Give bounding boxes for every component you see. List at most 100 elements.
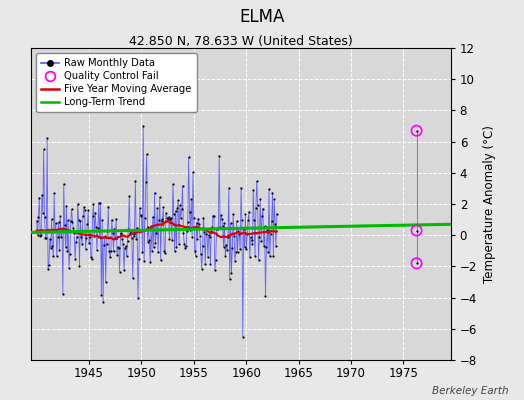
Point xyxy=(155,217,163,224)
Text: ELMA: ELMA xyxy=(239,8,285,26)
Point xyxy=(195,221,203,227)
Point xyxy=(141,179,150,186)
Point xyxy=(177,214,185,221)
Point xyxy=(89,201,97,208)
Point xyxy=(191,253,200,260)
Point xyxy=(214,225,223,232)
Point xyxy=(73,201,82,207)
Point xyxy=(253,178,261,184)
Point xyxy=(159,204,168,211)
Point xyxy=(272,211,281,218)
Point xyxy=(89,213,97,219)
Point xyxy=(261,292,270,299)
Point xyxy=(203,226,211,232)
Point xyxy=(254,202,262,208)
Point xyxy=(98,216,106,223)
Point xyxy=(176,202,184,208)
Point xyxy=(196,250,205,257)
Point xyxy=(238,217,246,224)
Point xyxy=(265,186,273,192)
Point xyxy=(271,221,279,227)
Point xyxy=(270,196,278,202)
Point xyxy=(93,246,101,253)
Point xyxy=(230,233,238,239)
Point xyxy=(233,249,242,255)
Point xyxy=(412,227,421,234)
Point xyxy=(194,215,202,222)
Point xyxy=(222,241,231,248)
Point xyxy=(117,230,126,237)
Point xyxy=(110,226,118,232)
Point xyxy=(264,248,272,255)
Point xyxy=(246,234,255,240)
Point xyxy=(241,244,249,250)
Point xyxy=(58,228,66,234)
Point xyxy=(128,235,136,241)
Point xyxy=(110,248,118,255)
Point xyxy=(412,128,421,134)
Point xyxy=(259,242,268,249)
Point xyxy=(412,227,421,234)
Point xyxy=(189,169,197,176)
Point xyxy=(206,260,215,267)
Point xyxy=(81,246,90,252)
Point xyxy=(234,228,243,234)
Point xyxy=(102,240,111,247)
Point xyxy=(239,226,248,232)
Point xyxy=(39,209,47,216)
Point xyxy=(42,235,50,241)
Point xyxy=(227,270,236,276)
Point xyxy=(179,230,188,236)
Point xyxy=(184,154,193,160)
Title: 42.850 N, 78.633 W (United States): 42.850 N, 78.633 W (United States) xyxy=(129,35,353,48)
Point xyxy=(217,212,225,218)
Point xyxy=(137,212,146,218)
Point xyxy=(85,239,93,246)
Point xyxy=(252,204,260,211)
Point xyxy=(76,218,84,224)
Point xyxy=(121,245,129,251)
Point xyxy=(86,254,95,260)
Point xyxy=(245,209,253,215)
Point xyxy=(201,261,210,267)
Point xyxy=(182,243,190,250)
Point xyxy=(107,216,116,223)
Point xyxy=(44,266,52,272)
Point xyxy=(181,244,189,251)
Point xyxy=(134,294,142,301)
Point xyxy=(92,224,100,230)
Point xyxy=(191,248,199,254)
Point xyxy=(153,205,161,211)
Point xyxy=(36,232,45,239)
Point xyxy=(170,211,178,218)
Point xyxy=(94,200,103,206)
Point xyxy=(205,234,214,240)
Point xyxy=(175,241,183,247)
Point xyxy=(34,232,42,238)
Point xyxy=(60,222,69,228)
Point xyxy=(152,230,160,236)
Point xyxy=(77,234,85,240)
Point xyxy=(136,205,144,211)
Point xyxy=(412,260,421,266)
Point xyxy=(267,218,276,225)
Point xyxy=(56,213,64,219)
Point xyxy=(192,220,201,226)
Point xyxy=(88,256,96,263)
Point xyxy=(69,225,78,232)
Point xyxy=(144,238,152,245)
Point xyxy=(70,229,79,236)
Point xyxy=(136,213,145,219)
Point xyxy=(34,214,42,220)
Point xyxy=(106,254,114,260)
Point xyxy=(68,206,76,212)
Point xyxy=(198,266,206,272)
Point xyxy=(412,128,421,134)
Point xyxy=(135,256,143,262)
Point xyxy=(215,152,223,159)
Point xyxy=(246,254,254,260)
Point xyxy=(258,213,266,219)
Point xyxy=(103,228,112,234)
Point xyxy=(216,224,224,231)
Point xyxy=(111,234,119,241)
